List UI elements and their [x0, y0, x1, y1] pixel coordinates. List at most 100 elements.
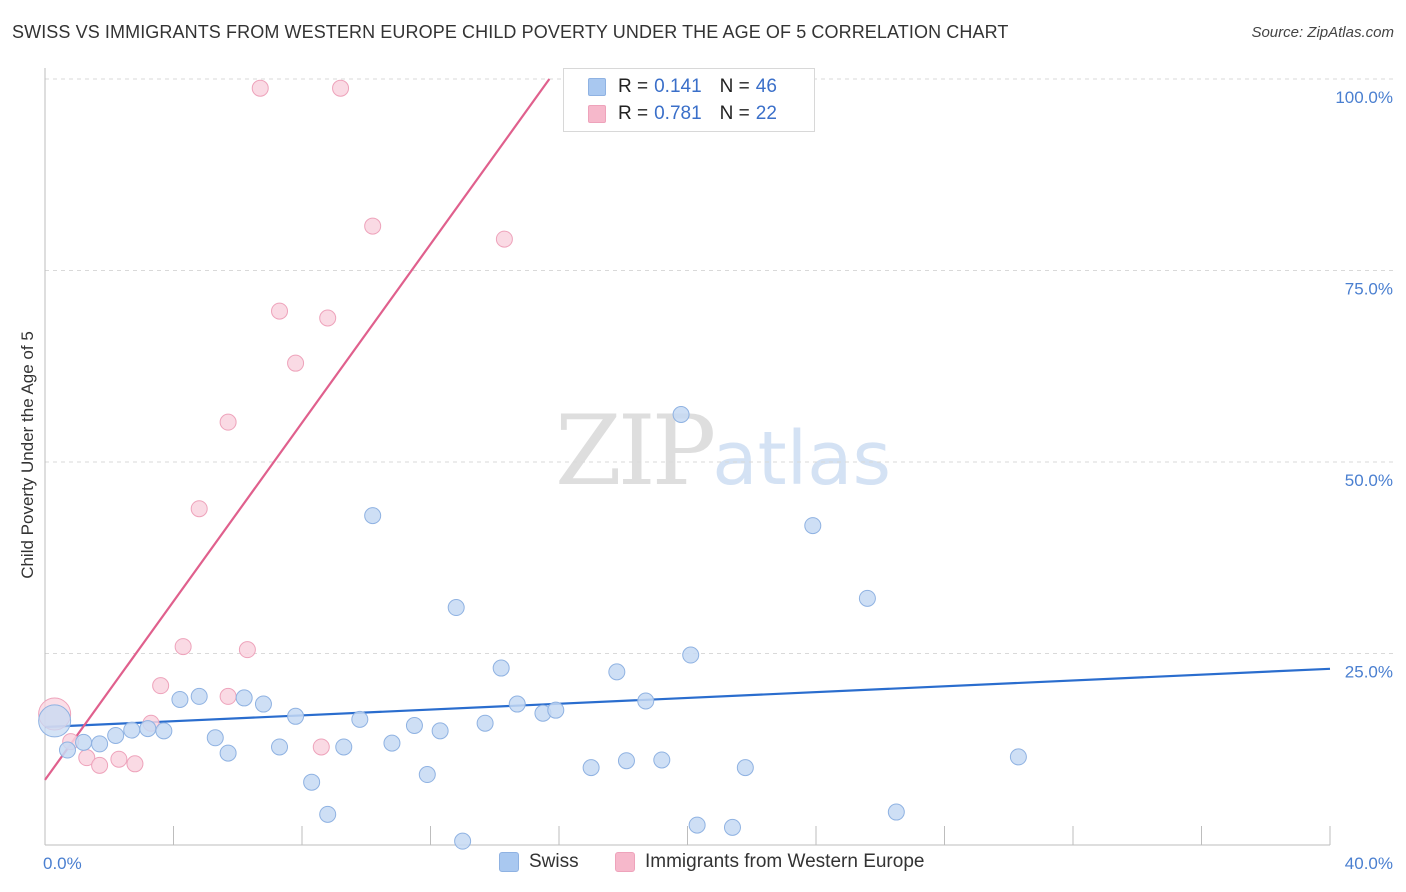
series-label-immigrants: Immigrants from Western Europe: [645, 851, 925, 872]
series-legend-swiss[interactable]: Swiss: [499, 851, 579, 873]
swiss-point: [547, 701, 565, 719]
swiss-point: [155, 722, 173, 740]
legend-n-label: N =: [719, 103, 750, 124]
tick-labels: 25.0% 50.0% 75.0% 100.0% 0.0% 40.0%: [43, 88, 1393, 873]
x-tick-label: 0.0%: [43, 854, 82, 873]
series-label-swiss: Swiss: [529, 851, 579, 872]
series-legend: Swiss Immigrants from Western Europe: [0, 851, 1406, 877]
legend-r-label: R =: [618, 103, 649, 124]
swiss-point: [171, 690, 189, 708]
swiss-point: [139, 720, 157, 738]
swiss-point: [190, 687, 208, 705]
immigrants-point: [190, 500, 208, 518]
swiss-point: [1009, 748, 1027, 766]
legend-swatch-swiss: [588, 78, 606, 96]
trend-lines: [44, 78, 1331, 781]
swiss-point: [303, 773, 321, 791]
immigrants-point: [219, 687, 237, 705]
legend-swatch-immigrants: [588, 105, 606, 123]
swiss-point: [351, 710, 369, 728]
swiss-points: [38, 406, 1027, 850]
swiss-point: [287, 707, 305, 725]
swiss-point: [235, 689, 253, 707]
immigrants-point: [271, 302, 289, 320]
legend-r-value: 0.141: [654, 76, 702, 97]
swiss-point: [682, 646, 700, 664]
legend-r-label: R =: [618, 76, 649, 97]
immigrants-point: [174, 638, 192, 656]
swiss-point: [476, 714, 494, 732]
swiss-point: [206, 729, 224, 747]
swiss-point: [723, 818, 741, 836]
legend-row-swiss: R = 0.141 N = 46: [588, 75, 777, 99]
swiss-point: [75, 733, 93, 751]
immigrants-point: [110, 750, 128, 768]
legend-n-value: 46: [755, 76, 777, 97]
swiss-point: [608, 663, 626, 681]
swiss-point: [123, 721, 141, 739]
swiss-point: [454, 832, 472, 850]
swiss-point: [508, 695, 526, 713]
swiss-point: [271, 738, 289, 756]
swiss-point: [335, 738, 353, 756]
immigrants-points: [38, 79, 632, 774]
swiss-point: [672, 406, 690, 424]
immigrants-point: [312, 738, 330, 756]
swiss-point: [91, 735, 109, 753]
swiss-point: [582, 759, 600, 777]
immigrants-point: [91, 756, 109, 774]
immigrants-point: [287, 354, 305, 372]
swiss-point: [858, 589, 876, 607]
swiss-point: [492, 659, 510, 677]
swiss-point: [107, 726, 125, 744]
watermark-atlas: atlas: [712, 416, 892, 502]
gridlines: [45, 78, 1395, 654]
swiss-point: [617, 752, 635, 770]
swiss-point: [58, 741, 76, 759]
immigrants-trend-line: [44, 78, 551, 781]
immigrants-point: [319, 309, 337, 327]
legend-row-immigrants: R = 0.781 N = 22: [588, 102, 777, 126]
legend-r-value: 0.781: [654, 103, 702, 124]
y-tick-label: 25.0%: [1345, 663, 1393, 682]
immigrants-point: [219, 413, 237, 431]
immigrants-point: [238, 641, 256, 659]
x-tick-label: 40.0%: [1345, 854, 1393, 873]
swiss-point: [405, 717, 423, 735]
y-tick-label: 100.0%: [1335, 88, 1393, 107]
swiss-point: [688, 816, 706, 834]
immigrants-point: [152, 677, 170, 695]
correlation-legend: R = 0.141 N = 46 R = 0.781 N = 22: [563, 68, 815, 132]
legend-n-label: N =: [719, 76, 750, 97]
swiss-point: [364, 507, 382, 525]
swiss-point: [254, 695, 272, 713]
series-swatch-swiss: [499, 852, 519, 872]
y-tick-label: 75.0%: [1345, 280, 1393, 299]
swiss-point: [887, 803, 905, 821]
swiss-point: [637, 692, 655, 710]
series-swatch-immigrants: [615, 852, 635, 872]
immigrants-point: [126, 755, 144, 773]
swiss-point: [418, 766, 436, 784]
swiss-point: [219, 744, 237, 762]
legend-n-value: 22: [755, 103, 777, 124]
swiss-point: [653, 751, 671, 769]
swiss-point: [736, 759, 754, 777]
immigrants-point: [332, 79, 350, 97]
series-legend-immigrants[interactable]: Immigrants from Western Europe: [615, 851, 924, 873]
y-tick-label: 50.0%: [1345, 471, 1393, 490]
chart-title: SWISS VS IMMIGRANTS FROM WESTERN EUROPE …: [12, 22, 1009, 42]
swiss-point: [804, 517, 822, 535]
immigrants-point: [495, 230, 513, 248]
axes: [44, 68, 1331, 846]
immigrants-point: [251, 79, 269, 97]
source-credit: Source: ZipAtlas.com: [1251, 24, 1394, 41]
swiss-point: [38, 704, 72, 738]
swiss-point: [447, 599, 465, 617]
swiss-point: [431, 722, 449, 740]
immigrants-point: [364, 217, 382, 235]
swiss-point: [383, 734, 401, 752]
swiss-trend-line: [44, 667, 1331, 729]
swiss-point: [319, 805, 337, 823]
